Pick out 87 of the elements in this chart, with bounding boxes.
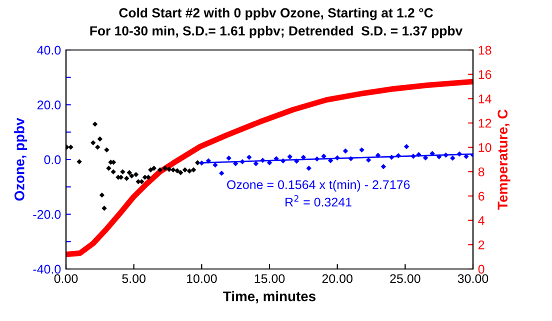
y2-tick-label: 2 bbox=[478, 240, 484, 250]
chart-title: Cold Start #2 with 0 ppbv Ozone, Starting at 1.2 °C bbox=[119, 8, 433, 20]
y2-tick-label: 16 bbox=[478, 70, 492, 79]
y2-tick-label: 6 bbox=[478, 192, 484, 201]
point bbox=[190, 167, 196, 172]
point bbox=[110, 169, 116, 174]
point bbox=[162, 166, 168, 171]
y-tick-label: 40.0 bbox=[37, 46, 61, 55]
point bbox=[359, 147, 364, 153]
point bbox=[186, 168, 192, 174]
y2-tick-label: 10 bbox=[478, 143, 492, 152]
point bbox=[321, 154, 326, 159]
point bbox=[410, 154, 416, 159]
annotation: Ozone = 0.1564 x t(min) - 2.7176 bbox=[227, 180, 410, 192]
point bbox=[174, 168, 180, 174]
point bbox=[102, 206, 107, 211]
x-tick-label: 5.00 bbox=[122, 274, 146, 284]
point bbox=[104, 147, 110, 153]
point bbox=[334, 155, 340, 160]
point bbox=[375, 152, 381, 158]
point bbox=[206, 158, 212, 164]
x-tick-label: 20.00 bbox=[322, 274, 352, 284]
point bbox=[348, 156, 354, 162]
point bbox=[106, 166, 112, 171]
point bbox=[404, 144, 410, 150]
point bbox=[124, 176, 130, 181]
point bbox=[456, 151, 462, 157]
point bbox=[95, 144, 100, 150]
point bbox=[287, 154, 292, 160]
x-tick-label: 30.00 bbox=[458, 274, 488, 284]
point bbox=[219, 170, 224, 176]
x-tick-label: 25.00 bbox=[390, 274, 420, 284]
x-tick-label: 0.00 bbox=[54, 274, 78, 284]
point bbox=[443, 152, 448, 158]
y2-tick-label: 18 bbox=[478, 46, 492, 55]
point bbox=[120, 169, 126, 174]
y2-tick-label: 8 bbox=[478, 167, 484, 176]
point bbox=[342, 148, 348, 154]
y2-tick-label: 14 bbox=[478, 94, 492, 104]
x-tick-label: 10.00 bbox=[186, 274, 217, 284]
point bbox=[92, 122, 98, 127]
point bbox=[294, 158, 300, 164]
y2-tick-label: 0 bbox=[478, 264, 484, 274]
point bbox=[274, 156, 279, 162]
point bbox=[126, 170, 132, 176]
y-axis-title: Ozone, ppbv bbox=[14, 118, 28, 201]
y2-tick-label: 4 bbox=[478, 216, 484, 225]
point bbox=[430, 150, 435, 156]
chart-subtitle: For 10-30 min, S.D.= 1.61 ppbv; Detrended S.D. = 1.37 ppbv bbox=[90, 26, 463, 38]
y2-axis-title: Temperature, C bbox=[498, 109, 510, 210]
point bbox=[170, 167, 176, 172]
point bbox=[178, 170, 184, 176]
point bbox=[396, 153, 401, 158]
point bbox=[199, 160, 204, 166]
y-tick-label: 20.0 bbox=[37, 100, 61, 110]
point bbox=[380, 164, 386, 170]
y2-tick-label: 12 bbox=[478, 118, 492, 128]
y-tick-label: -20.0 bbox=[33, 210, 61, 219]
point bbox=[182, 167, 188, 172]
point bbox=[436, 154, 442, 160]
point bbox=[76, 159, 82, 164]
point bbox=[97, 136, 103, 142]
point bbox=[148, 167, 154, 172]
x-axis-title: Time, minutes bbox=[223, 291, 316, 304]
point bbox=[306, 166, 312, 171]
point bbox=[450, 156, 456, 161]
point bbox=[68, 144, 74, 150]
point bbox=[389, 154, 394, 160]
point bbox=[240, 159, 245, 164]
point bbox=[253, 161, 259, 166]
point bbox=[226, 156, 232, 161]
point bbox=[99, 192, 105, 198]
point bbox=[157, 167, 163, 172]
point bbox=[90, 140, 96, 146]
y-tick-label: 0.0 bbox=[44, 155, 61, 164]
point bbox=[133, 172, 139, 178]
point bbox=[280, 158, 286, 164]
point bbox=[416, 152, 422, 158]
annotation: R$^{2}$ = 0.3241 bbox=[286, 195, 352, 207]
point bbox=[260, 158, 266, 163]
x-tick-label: 15.00 bbox=[254, 274, 285, 284]
y-tick-label: -40.0 bbox=[33, 264, 61, 274]
point bbox=[151, 166, 157, 171]
point bbox=[246, 154, 252, 160]
point bbox=[195, 160, 200, 166]
point bbox=[166, 166, 172, 172]
point bbox=[129, 173, 134, 179]
